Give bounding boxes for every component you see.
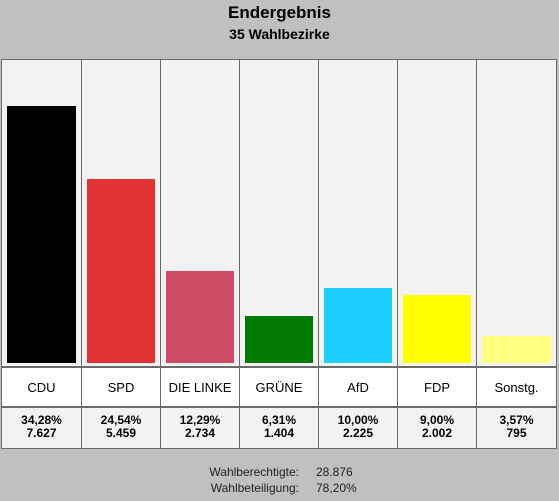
- chart-subtitle: 35 Wahlbezirke: [229, 26, 330, 42]
- party-column: CDU 34,28% 7.627: [2, 60, 81, 448]
- turnout-value: 78,20%: [316, 481, 357, 495]
- bar-area: [319, 60, 397, 366]
- result-values: 24,54% 5.459: [82, 408, 160, 448]
- bar-area: [2, 60, 81, 366]
- party-column: DIE LINKE 12,29% 2.734: [161, 60, 239, 448]
- percent-label: 3,57%: [499, 413, 534, 427]
- bar: [482, 336, 551, 363]
- party-label: CDU: [2, 368, 81, 406]
- party-column: GRÜNE 6,31% 1.404: [240, 60, 318, 448]
- percent-label: 10,00%: [337, 413, 379, 427]
- party-label: DIE LINKE: [161, 368, 239, 406]
- party-column: FDP 9,00% 2.002: [398, 60, 476, 448]
- votes-label: 1.404: [263, 426, 295, 440]
- bar-area: [477, 60, 556, 366]
- party-label: SPD: [82, 368, 160, 406]
- bar-area: [240, 60, 318, 366]
- result-values: 3,57% 795: [477, 408, 556, 448]
- percent-label: 12,29%: [179, 413, 221, 427]
- votes-label: 2.002: [421, 426, 453, 440]
- votes-label: 2.734: [184, 426, 216, 440]
- bar: [245, 316, 313, 363]
- turnout-label: Wahlbeteiligung:: [210, 481, 299, 495]
- eligible-label: Wahlberechtigte:: [209, 465, 299, 479]
- bar: [166, 271, 234, 363]
- bar: [403, 295, 471, 363]
- bar: [87, 179, 155, 363]
- eligible-value: 28.876: [316, 465, 353, 479]
- result-values: 34,28% 7.627: [2, 408, 81, 448]
- turnout-row: Wahlbeteiligung: 78,20%: [0, 481, 559, 496]
- result-values: 6,31% 1.404: [240, 408, 318, 448]
- bar-area: [161, 60, 239, 366]
- party-label: Sonstg.: [477, 368, 556, 406]
- votes-label: 7.627: [26, 426, 57, 440]
- party-column: Sonstg. 3,57% 795: [477, 60, 556, 448]
- chart-title: Endergebnis: [228, 3, 331, 22]
- party-label: GRÜNE: [240, 368, 318, 406]
- bar-area: [398, 60, 476, 366]
- percent-label: 6,31%: [261, 413, 297, 427]
- percent-label: 24,54%: [100, 413, 142, 427]
- votes-label: 2.225: [342, 426, 374, 440]
- votes-label: 5.459: [105, 426, 137, 440]
- percent-label: 34,28%: [21, 413, 62, 427]
- party-column: SPD 24,54% 5.459: [82, 60, 160, 448]
- bar: [7, 106, 76, 363]
- result-values: 9,00% 2.002: [398, 408, 476, 448]
- bar-area: [82, 60, 160, 366]
- party-label: FDP: [398, 368, 476, 406]
- result-values: 10,00% 2.225: [319, 408, 397, 448]
- percent-label: 9,00%: [419, 413, 455, 427]
- party-column: AfD 10,00% 2.225: [319, 60, 397, 448]
- result-values: 12,29% 2.734: [161, 408, 239, 448]
- bar: [324, 288, 392, 363]
- votes-label: 795: [506, 426, 527, 440]
- eligible-row: Wahlberechtigte: 28.876: [0, 465, 559, 480]
- party-label: AfD: [319, 368, 397, 406]
- results-chart: CDU 34,28% 7.627 SPD 24,54% 5.459 DIE LINKE 12,…: [1, 59, 557, 449]
